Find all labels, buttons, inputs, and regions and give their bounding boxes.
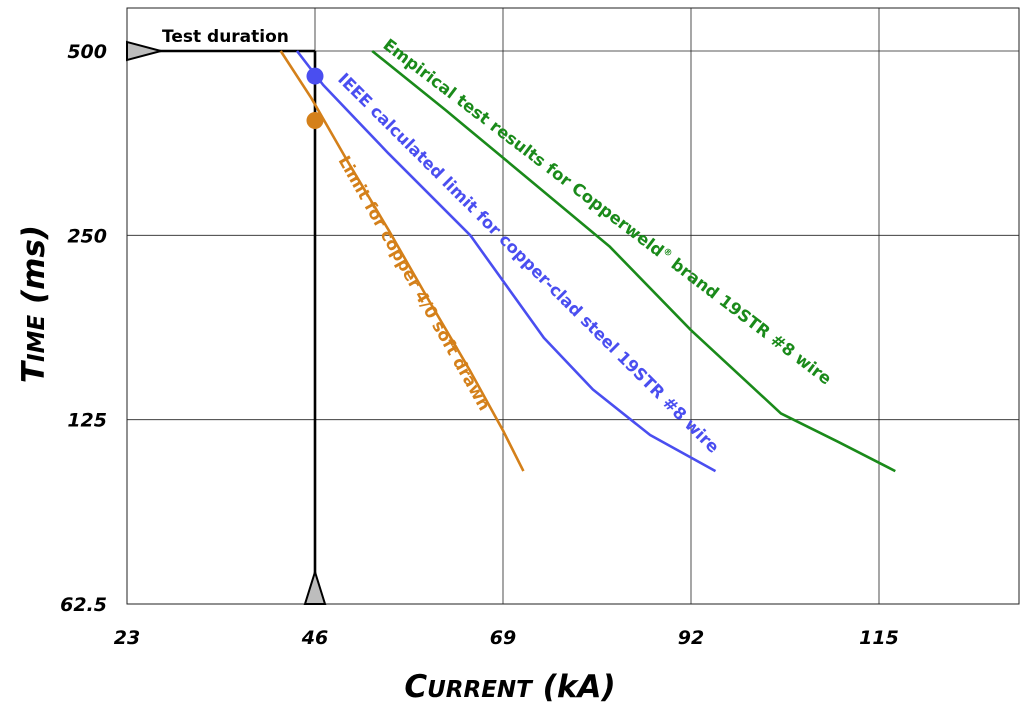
series-line-1 bbox=[279, 50, 525, 472]
series-lines bbox=[279, 49, 896, 473]
y-tick-label: 500 bbox=[67, 41, 107, 63]
y-tick-labels: 62.5 125 250 500 bbox=[60, 41, 107, 616]
test-duration-label: Test duration bbox=[162, 27, 289, 47]
x-axis-title: CURRENT (kA) bbox=[404, 669, 615, 705]
plot-frame bbox=[126, 7, 1020, 605]
reference-lines bbox=[126, 40, 327, 605]
y-tick-label: 250 bbox=[67, 225, 107, 247]
y-tick-label: 125 bbox=[67, 410, 107, 432]
empirical-label-part-2: brand 19STR #8 wire bbox=[663, 251, 835, 389]
y-tick-label: 62.5 bbox=[60, 594, 107, 616]
test-current-pointer bbox=[303, 568, 327, 605]
y-axis-title: TIME (ms) bbox=[16, 225, 52, 383]
x-tick-label: 115 bbox=[859, 627, 899, 649]
x-tick-labels: 23 46 69 92 115 bbox=[114, 627, 899, 649]
y-axis-title-unit: (ms) bbox=[16, 225, 52, 315]
x-tick-label: 69 bbox=[490, 627, 516, 649]
x-axis-title-unit: (kA) bbox=[532, 669, 616, 705]
series-markers bbox=[306, 67, 324, 130]
x-tick-label: 46 bbox=[301, 627, 328, 649]
x-axis-title-initial: C bbox=[404, 669, 427, 705]
x-axis-title-smallcaps: URRENT bbox=[427, 677, 534, 703]
series-marker-2 bbox=[306, 112, 324, 130]
series-line-2 bbox=[295, 50, 717, 473]
x-tick-label: 23 bbox=[114, 627, 140, 649]
test-duration-pointer bbox=[126, 40, 165, 62]
x-tick-label: 92 bbox=[678, 627, 704, 649]
y-axis-title-initial: T bbox=[16, 359, 52, 383]
series-marker-1 bbox=[306, 67, 324, 85]
series-line-3 bbox=[371, 49, 896, 473]
y-axis-title-smallcaps: IME bbox=[24, 315, 50, 362]
